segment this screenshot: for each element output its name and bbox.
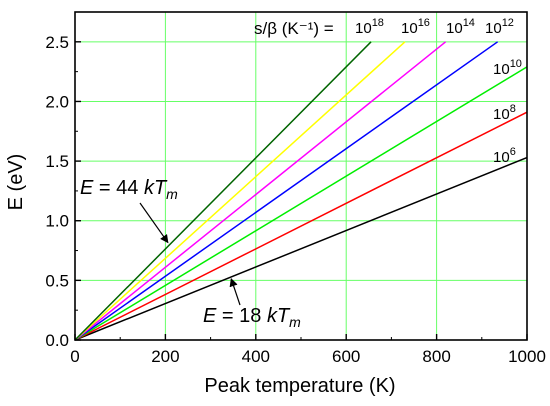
annotation-upper-sub: m (166, 186, 178, 202)
series-line-6 (74, 156, 528, 341)
series-line-8 (74, 111, 528, 341)
series-line-10 (74, 66, 528, 341)
y-tick-label: 1.0 (45, 212, 69, 231)
x-tick-label: 600 (332, 347, 360, 366)
series-label-14: 1014 (446, 17, 475, 37)
series-line-12 (74, 41, 499, 341)
series-label-6: 106 (493, 146, 516, 166)
series-lines (74, 41, 528, 341)
series-label-12: 1012 (485, 17, 514, 37)
x-tick-label: 800 (422, 347, 450, 366)
plot-frame (74, 11, 528, 341)
x-axis-title: Peak temperature (K) (204, 375, 395, 397)
series-label-16: 1016 (401, 17, 430, 37)
y-tick-label: 1.5 (45, 152, 69, 171)
x-tick-label: 200 (151, 347, 179, 366)
y-tick-label: 0.5 (45, 271, 69, 290)
annotation-upper-kt: kT (144, 177, 168, 199)
svg-text:E = 18 kTm: E = 18 kTm (203, 305, 301, 330)
axis-ticks: 0 200 400 600 800 1000 0.0 0.5 1.0 1.5 2.0 2.5 (45, 33, 546, 366)
series-line-16 (74, 41, 406, 341)
annotation-upper-arrow (139, 202, 169, 244)
annotation-upper-var: E (80, 177, 94, 199)
x-tick-label: 1000 (508, 347, 546, 366)
svg-text:E = 44 kTm: E = 44 kTm (80, 177, 178, 202)
y-tick-label: 2.5 (45, 33, 69, 52)
annotation-lower-coef: = 18 (216, 305, 267, 327)
series-line-14 (74, 41, 447, 341)
x-tick-label: 0 (70, 347, 79, 366)
annotation-lower-arrow (229, 277, 241, 306)
annotation-upper: E = 44 kTm (80, 177, 178, 244)
y-axis-title: E (eV) (5, 154, 27, 211)
series-line-18 (74, 41, 372, 341)
series-labels: 106 108 1010 1012 1014 1016 1018 (355, 17, 522, 166)
annotation-upper-coef: = 44 (93, 177, 144, 199)
annotation-lower-sub: m (289, 314, 301, 330)
legend-title: s/β (K⁻¹) = (254, 19, 334, 38)
y-tick-label: 2.0 (45, 92, 69, 111)
x-tick-label: 400 (242, 347, 270, 366)
series-label-10: 1010 (493, 58, 522, 78)
annotation-lower-var: E (203, 305, 217, 327)
grid (75, 12, 527, 340)
y-tick-label: 0.0 (45, 331, 69, 350)
annotation-lower: E = 18 kTm (203, 277, 301, 330)
series-label-18: 1018 (355, 17, 384, 37)
series-label-8: 108 (493, 103, 516, 123)
annotation-lower-kt: kT (267, 305, 291, 327)
